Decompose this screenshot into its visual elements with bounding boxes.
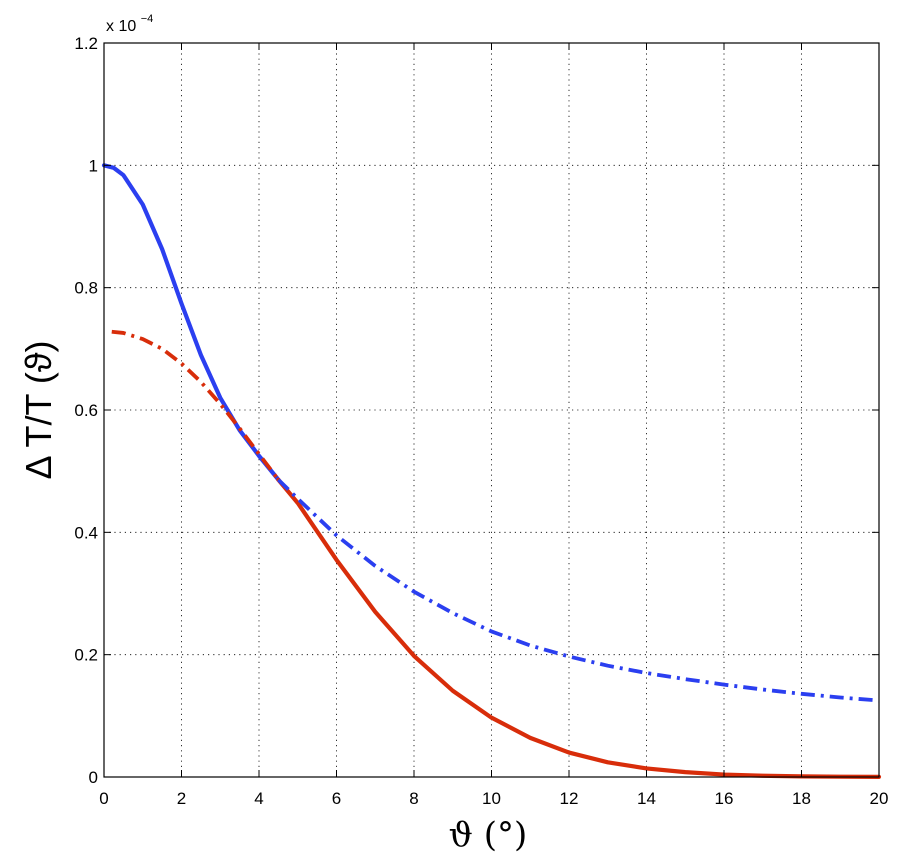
series-line-1 [101,163,281,482]
x-tick-label: 16 [715,789,734,808]
y-tick-label: 0.8 [74,279,98,298]
x-tick-label: 18 [792,789,811,808]
x-tick-label: 14 [637,789,656,808]
y-tick-label: 0.6 [74,401,98,420]
y-axis-multiplier: x 10 −4 [106,13,153,35]
y-tick-label: 0 [89,768,98,787]
x-tick-label: 10 [482,789,501,808]
x-tick-label: 8 [409,789,418,808]
series-line-2 [276,477,882,779]
x-tick-label: 2 [177,789,186,808]
series-lines [101,163,882,779]
x-axis-label: ϑ (°) [449,815,528,855]
x-tick-label: 4 [254,789,263,808]
grid-lines [104,43,879,777]
y-tick-label: 1.2 [74,34,98,53]
x-tick-label: 6 [332,789,341,808]
x-tick-label: 20 [870,789,889,808]
axis-ticks: 0 2 4 6 8 10 12 14 16 18 20 0 0.2 0.4 0.6 0.8 1 1.2 [74,34,888,808]
y-multiplier-exponent: −4 [141,13,154,25]
x-tick-label: 12 [560,789,579,808]
y-tick-label: 0.4 [74,523,98,542]
series-line-3 [111,329,280,481]
x-tick-label: 0 [99,789,108,808]
y-tick-label: 0.2 [74,646,98,665]
y-tick-label: 1 [89,156,98,175]
y-axis-label: Δ T/T (ϑ) [18,340,59,479]
y-multiplier-base: x 10 [106,18,136,35]
series-line-4 [277,478,880,703]
